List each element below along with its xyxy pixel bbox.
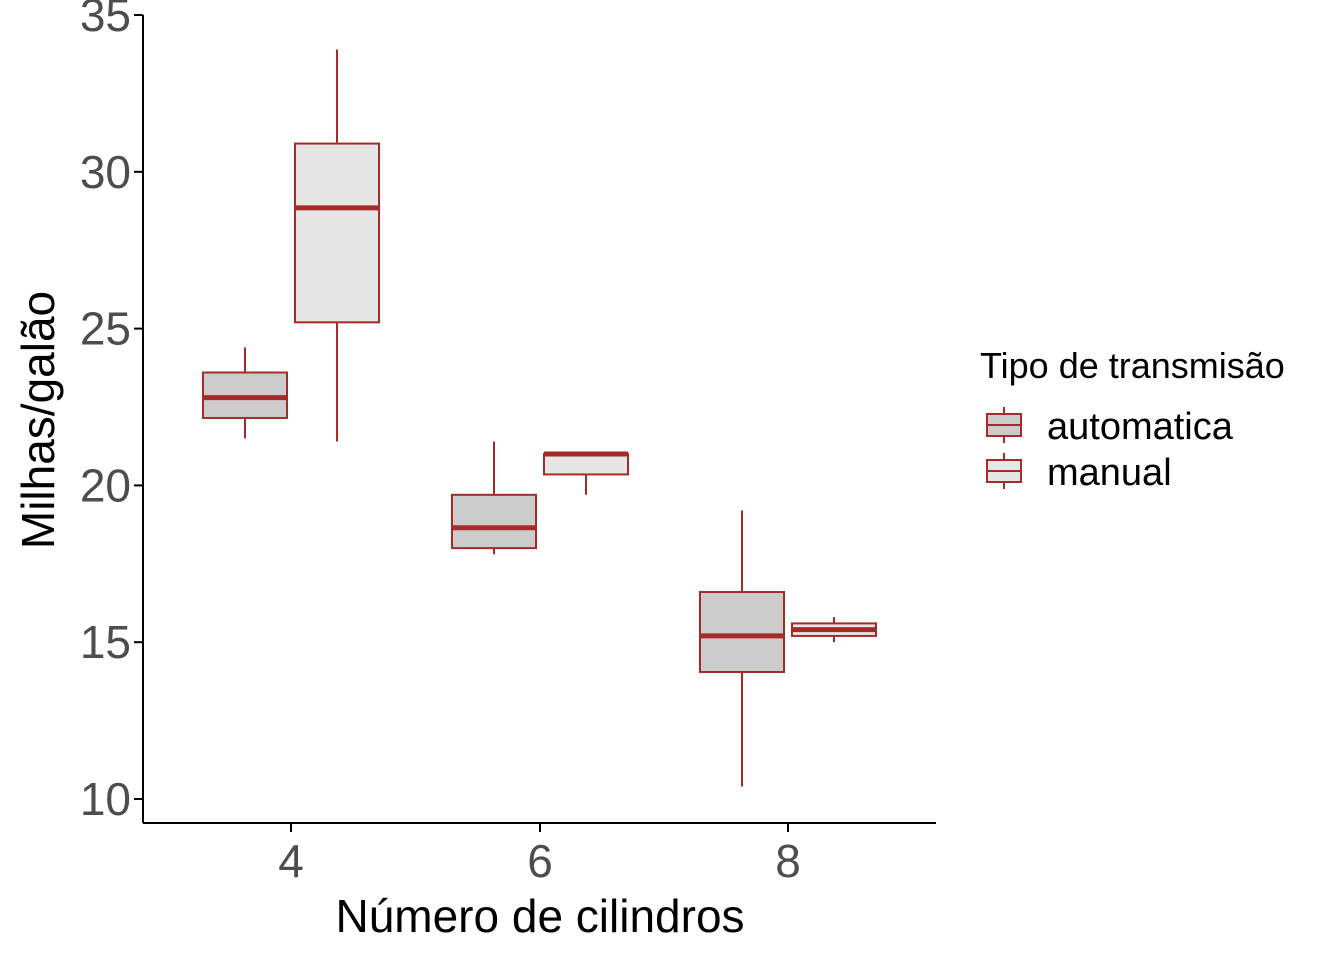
x-axis-title: Número de cilindros — [335, 890, 744, 942]
plot-area — [202, 49, 877, 787]
box-body — [699, 591, 785, 673]
y-tick-label: 10 — [80, 773, 131, 825]
y-tick-label: 35 — [80, 0, 131, 41]
x-tick-label: 8 — [775, 835, 801, 887]
legend-label: automatica — [1047, 406, 1234, 448]
box-manual-8 — [791, 617, 877, 643]
x-tick-label: 4 — [278, 835, 304, 887]
y-tick-label: 15 — [80, 616, 131, 668]
y-axis-title: Milhas/galão — [12, 291, 64, 549]
x-axis: 4 6 8 — [143, 822, 936, 887]
y-tick-label: 30 — [80, 146, 131, 198]
y-axis: 10 15 20 25 30 35 — [80, 0, 144, 825]
legend-item-manual: manual — [986, 452, 1172, 494]
legend-label: manual — [1047, 452, 1172, 494]
box-body — [294, 142, 380, 324]
box-manual-6 — [543, 451, 629, 495]
legend-item-automatica: automatica — [986, 406, 1234, 448]
box-body — [451, 493, 537, 550]
y-tick-label: 20 — [80, 459, 131, 511]
box-body — [543, 453, 629, 476]
box-automatica-4 — [202, 347, 288, 439]
y-tick-label: 25 — [80, 303, 131, 355]
box-manual-4 — [294, 49, 380, 442]
legend-title: Tipo de transmisão — [980, 345, 1285, 386]
x-tick-label: 6 — [527, 835, 553, 887]
box-automatica-6 — [451, 441, 537, 555]
box-automatica-8 — [699, 510, 785, 787]
